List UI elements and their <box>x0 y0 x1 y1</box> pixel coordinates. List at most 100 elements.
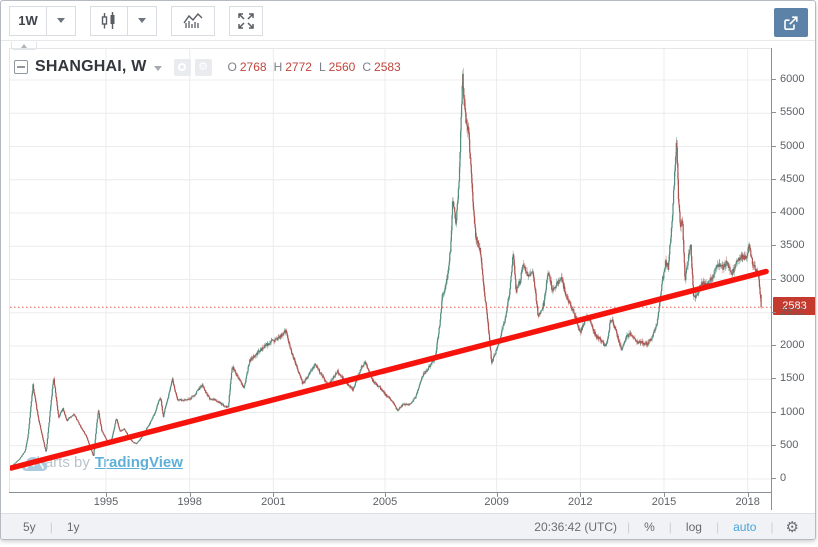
y-axis-tick <box>772 245 776 247</box>
separator: | <box>770 520 774 534</box>
tradingview-link[interactable]: TradingView <box>94 454 183 471</box>
indicators-icon <box>183 12 203 28</box>
y-axis-tick <box>772 378 776 380</box>
candlestick-icon <box>101 11 115 29</box>
range-buttons: 5y | 1y <box>1 520 84 534</box>
y-axis-label: 2000 <box>780 339 805 351</box>
y-axis-label: 4500 <box>780 172 805 185</box>
x-axis-label: 1995 <box>93 496 119 508</box>
axis-settings: 20:36:42 (UTC) | % | log | auto | ⚙ <box>534 518 815 536</box>
x-axis-tick <box>385 493 386 497</box>
indicators-group <box>171 5 215 36</box>
y-axis-tick <box>772 145 776 147</box>
low-value: 2560 <box>328 60 356 74</box>
y-axis-tick <box>772 478 776 479</box>
open-external-button[interactable] <box>774 8 808 37</box>
y-axis-label: 6000 <box>780 73 805 85</box>
y-axis-tick <box>772 112 776 114</box>
chevron-down-icon <box>57 18 65 23</box>
time-axis[interactable]: 1995 1998 2001 2005 2009 2012 2015 2018 <box>9 492 771 512</box>
symbol-legend: SHANGHAI, W ⚙ O 2768 H 2772 L 2560 C 2583 <box>14 58 408 76</box>
x-axis-tick <box>747 493 749 497</box>
low-label: L <box>318 60 326 74</box>
y-axis-tick <box>772 444 776 446</box>
x-axis-tick <box>106 493 107 497</box>
x-axis-tick <box>496 493 498 497</box>
separator: | <box>715 520 720 534</box>
y-axis-tick <box>772 178 776 180</box>
y-axis-label: 1500 <box>780 372 805 385</box>
y-axis-label: 5000 <box>780 139 805 152</box>
x-axis-label: 2009 <box>484 496 509 508</box>
chart-style-button[interactable] <box>90 5 128 36</box>
y-axis-tick <box>772 212 776 213</box>
bottom-toolbar: 5y | 1y 20:36:42 (UTC) | % | log | auto … <box>1 513 815 539</box>
minus-icon <box>17 66 25 68</box>
x-axis-tick <box>664 493 665 497</box>
open-label: O <box>227 60 237 74</box>
y-axis-label: 4000 <box>780 206 805 218</box>
drawing-toolbar-toggle[interactable] <box>11 42 37 50</box>
open-value: 2768 <box>239 60 267 74</box>
y-axis-tick <box>772 345 776 346</box>
y-axis-label: 500 <box>780 438 799 451</box>
chart-pane: charts by TradingView SHANGHAI, W ⚙ O 276… <box>9 48 771 493</box>
high-value: 2772 <box>285 60 312 74</box>
x-axis-tick <box>273 493 275 497</box>
top-toolbar: 1W <box>1 1 815 41</box>
x-axis-label: 2018 <box>735 496 760 508</box>
x-axis-label: 1998 <box>177 496 202 508</box>
interval-dropdown-button[interactable] <box>46 5 76 36</box>
x-axis-tick <box>580 493 582 497</box>
close-label: C <box>362 60 372 74</box>
price-chart-svg[interactable] <box>10 49 771 493</box>
x-axis-label: 2001 <box>261 496 286 508</box>
y-axis-label: 5500 <box>780 106 805 119</box>
x-axis-label: 2012 <box>568 496 593 508</box>
chart-properties-gear-icon[interactable]: ⚙ <box>785 519 799 536</box>
last-price-label: 2583 <box>773 297 815 316</box>
log-scale-button[interactable]: log <box>685 520 702 534</box>
fullscreen-icon <box>238 12 254 29</box>
chevron-up-icon <box>21 43 27 48</box>
gear-icon: ⚙ <box>198 60 208 73</box>
x-axis-label: 2005 <box>372 496 398 508</box>
range-1y-button[interactable]: 1y <box>66 520 80 534</box>
indicators-button[interactable] <box>171 5 215 36</box>
series-settings-button[interactable]: ⚙ <box>194 58 212 76</box>
y-axis-tick <box>772 311 776 313</box>
chevron-down-icon <box>138 18 146 23</box>
close-value: 2583 <box>374 60 401 74</box>
separator: | <box>668 520 672 534</box>
y-axis-label: 1000 <box>780 405 805 418</box>
symbol-title: SHANGHAI, W <box>35 58 147 75</box>
price-axis[interactable]: 2583 0 500 1000 1500 2000 2500 3000 3500 4000 450… <box>771 48 815 510</box>
toggle-visibility-button[interactable] <box>173 58 191 76</box>
chart-style-dropdown-button[interactable] <box>127 5 157 36</box>
clock-utc: 20:36:42 (UTC) <box>534 520 617 534</box>
auto-scale-button[interactable]: auto <box>733 520 757 534</box>
y-axis-label: 0 <box>780 472 787 484</box>
chart-style-group <box>90 5 157 36</box>
open-external-icon <box>784 15 798 30</box>
y-axis-tick <box>772 278 776 280</box>
collapse-legend-button[interactable] <box>14 60 28 74</box>
percent-scale-button[interactable]: % <box>644 520 655 534</box>
separator: | <box>627 520 631 534</box>
interval-button[interactable]: 1W <box>9 5 47 36</box>
symbol-menu-caret-icon[interactable] <box>153 65 162 71</box>
range-5y-button[interactable]: 5y <box>23 520 36 534</box>
y-axis-label: 3500 <box>780 239 805 252</box>
fullscreen-group <box>229 5 263 36</box>
ohlc-readout: O 2768 H 2772 L 2560 C 2583 <box>228 60 408 74</box>
x-axis-tick <box>189 493 191 497</box>
y-axis-tick <box>772 79 776 80</box>
x-axis-label: 2015 <box>651 496 677 508</box>
y-axis-label: 2500 <box>780 305 805 318</box>
eye-icon <box>178 63 187 71</box>
separator: | <box>49 520 53 534</box>
y-axis-tick <box>772 411 776 413</box>
fullscreen-button[interactable] <box>229 5 263 36</box>
interval-group: 1W <box>9 5 76 36</box>
